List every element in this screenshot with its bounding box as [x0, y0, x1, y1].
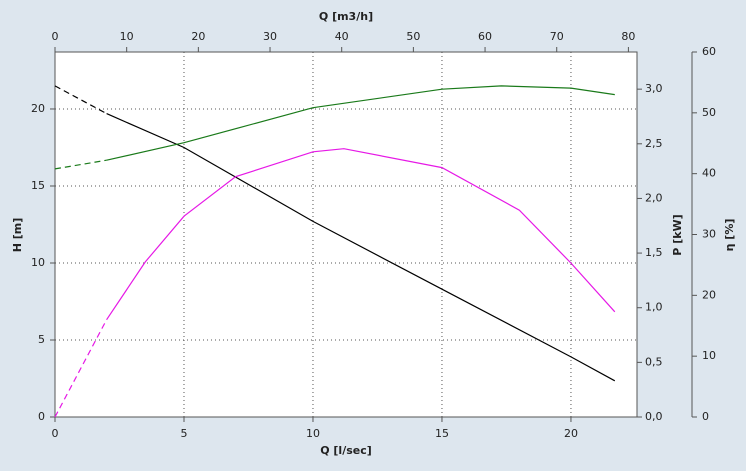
curve — [106, 113, 616, 382]
y3-tick-label: 40 — [702, 167, 716, 180]
y3-tick-label: 30 — [702, 228, 716, 241]
x2-tick-label: 40 — [335, 30, 349, 43]
x2-tick-label: 80 — [621, 30, 635, 43]
x2-tick-label: 20 — [191, 30, 205, 43]
curve — [106, 85, 615, 161]
x2-tick-label: 70 — [550, 30, 564, 43]
x-tick-label: 20 — [564, 427, 578, 440]
y2-tick-label: 2,5 — [645, 137, 663, 150]
x-tick-label: 15 — [435, 427, 449, 440]
y-tick-label: 15 — [31, 179, 45, 192]
y3-tick-label: 60 — [702, 45, 716, 58]
curve — [54, 319, 108, 418]
x2-tick-label: 30 — [263, 30, 277, 43]
y3-tick-label: 50 — [702, 106, 716, 119]
y2-tick-label: 3,0 — [645, 82, 663, 95]
x-tick-label: 0 — [52, 427, 59, 440]
x2-tick-label: 10 — [120, 30, 134, 43]
y2-axis-title: P [kW] — [671, 214, 684, 255]
y2-tick-label: 1,0 — [645, 301, 663, 314]
y-tick-label: 5 — [38, 333, 45, 346]
x-tick-label: 5 — [180, 427, 187, 440]
curve — [106, 148, 616, 321]
x-tick-label: 10 — [306, 427, 320, 440]
x2-tick-label: 50 — [406, 30, 420, 43]
y2-tick-label: 1,5 — [645, 246, 663, 259]
y2-tick-label: 0,5 — [645, 355, 663, 368]
curve — [54, 159, 107, 170]
x-axis-title: Q [l/sec] — [320, 444, 372, 457]
y-tick-label: 20 — [31, 102, 45, 115]
x2-tick-label: 0 — [52, 30, 59, 43]
y-tick-label: 10 — [31, 256, 45, 269]
y-axis-title: H [m] — [11, 218, 24, 253]
y3-tick-label: 10 — [702, 349, 716, 362]
y2-tick-label: 2,0 — [645, 191, 663, 204]
y3-tick-label: 20 — [702, 288, 716, 301]
y3-axis-title: η [%] — [723, 219, 736, 252]
y3-tick-label: 0 — [702, 410, 709, 423]
y-tick-label: 0 — [38, 410, 45, 423]
plot-area — [54, 51, 638, 418]
x2-axis-title: Q [m3/h] — [319, 10, 373, 23]
x2-tick-label: 60 — [478, 30, 492, 43]
y2-tick-label: 0,0 — [645, 410, 663, 423]
